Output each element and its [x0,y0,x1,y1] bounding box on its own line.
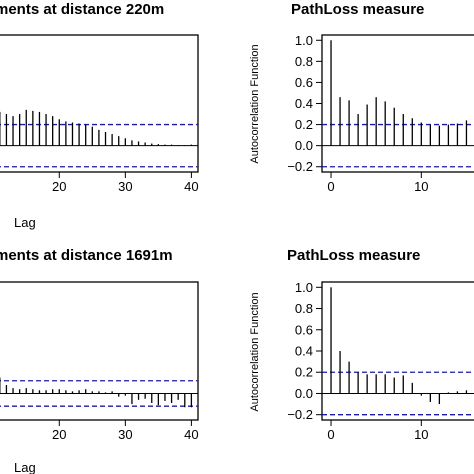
panel-1-x-axis-label: Lag [14,215,36,230]
x-tick-label: 40 [184,179,198,194]
x-tick-label: 10 [414,427,428,442]
x-tick-label: 30 [118,427,132,442]
panel-2-y-axis-label: Autocorrelation Function [249,44,261,163]
y-tick-label: 0.6 [295,75,313,90]
panel-2-title: PathLoss measure [291,1,424,18]
x-tick-label: 30 [118,179,132,194]
y-tick-label: 0.6 [295,322,313,337]
y-tick-label: 1.0 [295,280,313,295]
plot-frame [321,281,474,421]
y-tick-label: 0.2 [295,365,313,380]
x-tick-label: 0 [327,179,334,194]
y-tick-label: 0.8 [295,301,313,316]
plot-frame [0,281,199,421]
y-tick-label: 0.4 [295,96,313,111]
y-tick-label: 1.0 [295,33,313,48]
panel-4-title: PathLoss measure [287,247,420,264]
panel-3-title: ments at distance 1691m [0,247,173,264]
y-tick-label: −0.2 [287,407,313,422]
panel-1-title: ments at distance 220m [0,1,164,18]
y-tick-label: 0.0 [295,138,313,153]
x-tick-label: 0 [327,427,334,442]
x-tick-label: 10 [414,179,428,194]
x-tick-label: 40 [184,427,198,442]
plot-frame [321,34,474,173]
y-tick-label: 0.2 [295,117,313,132]
chart-marks: 20 30 40 0 10 1.0 0.8 0.6 0.4 0.2 0.0 −0.2 20 30 40 0 10… [0,33,474,442]
y-tick-label: 0.0 [295,386,313,401]
panel-4-y-axis-label: Autocorrelation Function [249,292,261,411]
x-tick-label: 20 [52,427,66,442]
plot-frame [0,34,199,173]
x-tick-label: 20 [52,179,66,194]
y-tick-label: 0.8 [295,54,313,69]
y-tick-label: −0.2 [287,159,313,174]
y-tick-label: 0.4 [295,344,313,359]
panel-3-x-axis-label: Lag [14,460,36,474]
